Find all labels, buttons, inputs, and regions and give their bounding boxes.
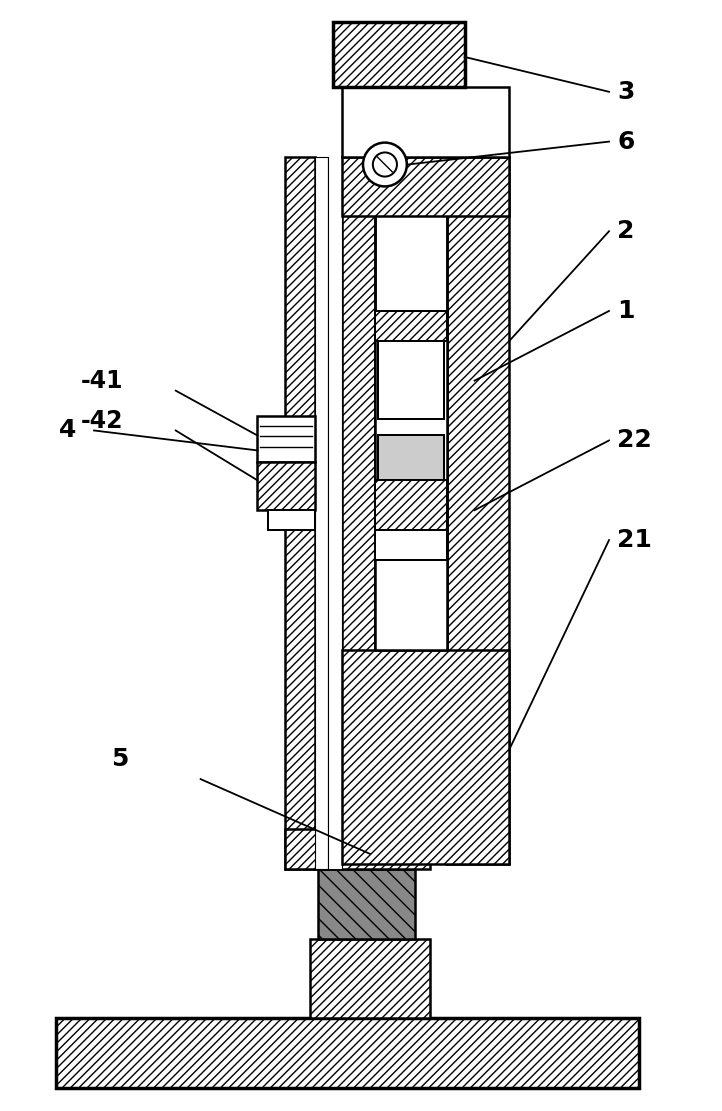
Bar: [258, 416, 316, 462]
Bar: [375, 530, 447, 560]
Bar: [447, 157, 510, 864]
Text: 6: 6: [617, 130, 635, 153]
Bar: [316, 157, 328, 869]
Text: 22: 22: [617, 429, 652, 452]
Text: 5: 5: [111, 748, 129, 771]
Bar: [310, 939, 430, 1018]
Bar: [333, 22, 464, 87]
Bar: [318, 869, 415, 939]
Bar: [375, 311, 447, 650]
Text: 21: 21: [617, 528, 652, 552]
Bar: [375, 157, 447, 864]
Bar: [285, 829, 430, 869]
Bar: [56, 1018, 639, 1088]
Circle shape: [363, 142, 406, 187]
Bar: [342, 650, 510, 864]
Bar: [378, 436, 444, 480]
Text: -41: -41: [81, 369, 123, 392]
Bar: [328, 157, 342, 869]
Bar: [378, 341, 444, 419]
Bar: [375, 480, 447, 530]
Bar: [285, 157, 316, 869]
Bar: [269, 510, 316, 530]
Text: 4: 4: [59, 419, 77, 442]
Bar: [342, 157, 510, 217]
Bar: [342, 87, 510, 157]
Text: -42: -42: [81, 409, 123, 432]
Text: 1: 1: [617, 299, 635, 323]
Bar: [258, 462, 316, 510]
Text: 2: 2: [617, 219, 635, 243]
Text: 3: 3: [617, 80, 635, 103]
Bar: [375, 311, 447, 341]
Bar: [342, 157, 375, 864]
